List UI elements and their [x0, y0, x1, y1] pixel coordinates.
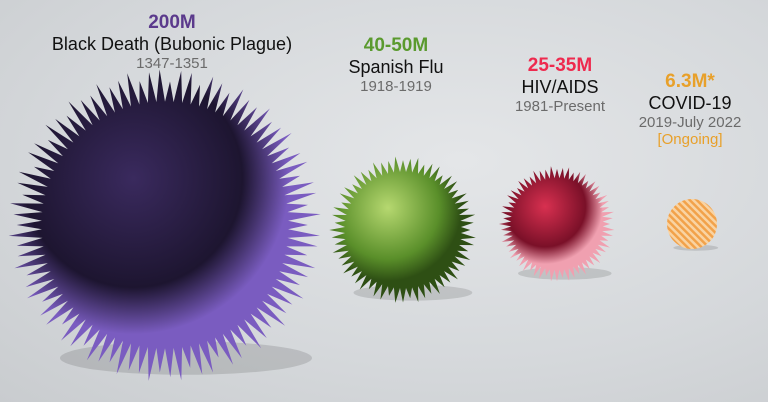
- covid-bubble: [667, 199, 717, 249]
- black-death-years: 1347-1351: [136, 54, 208, 72]
- covid-label: 6.3M* COVID-19 2019-July 2022 [Ongoing]: [639, 71, 742, 148]
- covid-years: 2019-July 2022: [638, 113, 742, 131]
- covid-note: [Ongoing]: [657, 130, 723, 148]
- spanish-flu-label: 40-50M Spanish Flu 1918-1919: [348, 35, 443, 95]
- hiv-name: HIV/AIDS: [521, 76, 599, 97]
- black-death-name: Black Death (Bubonic Plague): [51, 33, 293, 54]
- spanish-flu-years: 1918-1919: [360, 77, 432, 95]
- black-death-value: 200M: [148, 12, 196, 33]
- hiv-label: 25-35M HIV/AIDS 1981-Present: [515, 55, 605, 115]
- black-death-label: 200M Black Death (Bubonic Plague) 1347-1…: [52, 12, 292, 72]
- hiv-value: 25-35M: [527, 55, 593, 76]
- hiv-years: 1981-Present: [514, 97, 606, 115]
- covid-value: 6.3M*: [665, 71, 715, 92]
- spanish-flu-bubble: [329, 156, 476, 303]
- covid-name: COVID-19: [648, 92, 732, 113]
- hiv-bubble: [498, 166, 615, 282]
- black-death-bubble: [8, 69, 321, 381]
- spanish-flu-name: Spanish Flu: [348, 56, 444, 77]
- spanish-flu-value: 40-50M: [363, 35, 429, 56]
